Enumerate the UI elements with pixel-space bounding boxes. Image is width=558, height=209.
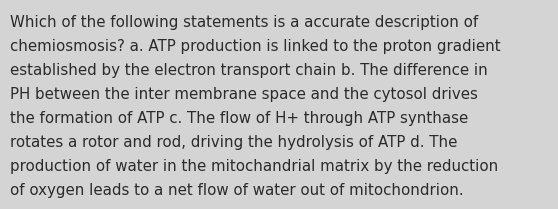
Text: PH between the inter membrane space and the cytosol drives: PH between the inter membrane space and … (10, 87, 478, 102)
Text: Which of the following statements is a accurate description of: Which of the following statements is a a… (10, 15, 478, 30)
Text: production of water in the mitochandrial matrix by the reduction: production of water in the mitochandrial… (10, 159, 498, 174)
Text: of oxygen leads to a net flow of water out of mitochondrion.: of oxygen leads to a net flow of water o… (10, 183, 464, 198)
Text: chemiosmosis? a. ATP production is linked to the proton gradient: chemiosmosis? a. ATP production is linke… (10, 39, 501, 54)
Text: the formation of ATP c. The flow of H+ through ATP synthase: the formation of ATP c. The flow of H+ t… (10, 111, 468, 126)
Text: established by the electron transport chain b. The difference in: established by the electron transport ch… (10, 63, 488, 78)
Text: rotates a rotor and rod, driving the hydrolysis of ATP d. The: rotates a rotor and rod, driving the hyd… (10, 135, 458, 150)
